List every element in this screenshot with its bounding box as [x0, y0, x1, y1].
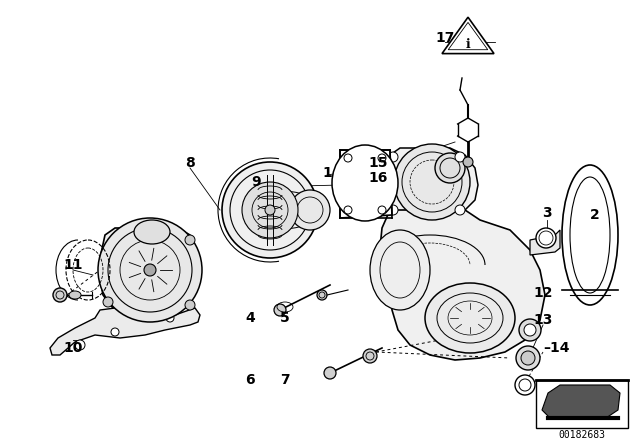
Circle shape: [344, 154, 352, 162]
Text: 11: 11: [63, 258, 83, 272]
Circle shape: [388, 152, 398, 162]
Circle shape: [455, 205, 465, 215]
Ellipse shape: [394, 144, 470, 220]
Circle shape: [144, 264, 156, 276]
Circle shape: [388, 205, 398, 215]
Ellipse shape: [134, 220, 170, 244]
Text: 10: 10: [63, 341, 83, 355]
Circle shape: [75, 340, 85, 350]
Circle shape: [324, 367, 336, 379]
Circle shape: [455, 152, 465, 162]
Text: 7: 7: [280, 373, 290, 387]
Circle shape: [463, 157, 473, 167]
Polygon shape: [380, 210, 545, 360]
Text: 16: 16: [368, 171, 388, 185]
Circle shape: [111, 328, 119, 336]
Text: –14: –14: [543, 341, 570, 355]
Text: 6: 6: [245, 373, 255, 387]
Polygon shape: [50, 308, 200, 355]
Circle shape: [344, 206, 352, 214]
Ellipse shape: [562, 165, 618, 305]
Ellipse shape: [370, 230, 430, 310]
Text: 2: 2: [590, 208, 600, 222]
Text: 5: 5: [280, 311, 290, 325]
Circle shape: [185, 235, 195, 245]
Ellipse shape: [435, 153, 465, 183]
Circle shape: [363, 349, 377, 363]
Ellipse shape: [69, 291, 81, 299]
Polygon shape: [542, 385, 620, 418]
Polygon shape: [340, 150, 392, 218]
Circle shape: [317, 290, 327, 300]
Circle shape: [103, 297, 113, 307]
Text: 12: 12: [533, 286, 553, 300]
Ellipse shape: [290, 190, 330, 230]
Text: 1: 1: [322, 166, 332, 180]
Circle shape: [53, 288, 67, 302]
Circle shape: [274, 304, 286, 316]
Text: 00182683: 00182683: [559, 430, 605, 440]
Text: 8: 8: [185, 156, 195, 170]
Circle shape: [265, 205, 275, 215]
Circle shape: [378, 206, 386, 214]
Text: 9: 9: [251, 175, 261, 189]
Circle shape: [516, 346, 540, 370]
Text: 4: 4: [245, 311, 255, 325]
Text: 13: 13: [533, 313, 553, 327]
Text: 15: 15: [368, 156, 388, 170]
Circle shape: [524, 324, 536, 336]
Text: ℹ: ℹ: [466, 38, 470, 51]
Circle shape: [519, 319, 541, 341]
Ellipse shape: [222, 162, 318, 258]
Circle shape: [515, 375, 535, 395]
Bar: [536, 380, 628, 428]
Circle shape: [166, 314, 174, 322]
Circle shape: [521, 351, 535, 365]
Circle shape: [185, 300, 195, 310]
Ellipse shape: [425, 283, 515, 353]
Text: 17: 17: [435, 31, 454, 45]
Ellipse shape: [242, 182, 298, 238]
Circle shape: [536, 228, 556, 248]
Polygon shape: [442, 17, 494, 54]
Polygon shape: [382, 148, 478, 215]
Polygon shape: [530, 230, 560, 255]
Text: 3: 3: [542, 206, 552, 220]
Circle shape: [378, 154, 386, 162]
Ellipse shape: [332, 145, 398, 221]
Ellipse shape: [98, 218, 202, 322]
Polygon shape: [100, 228, 198, 312]
